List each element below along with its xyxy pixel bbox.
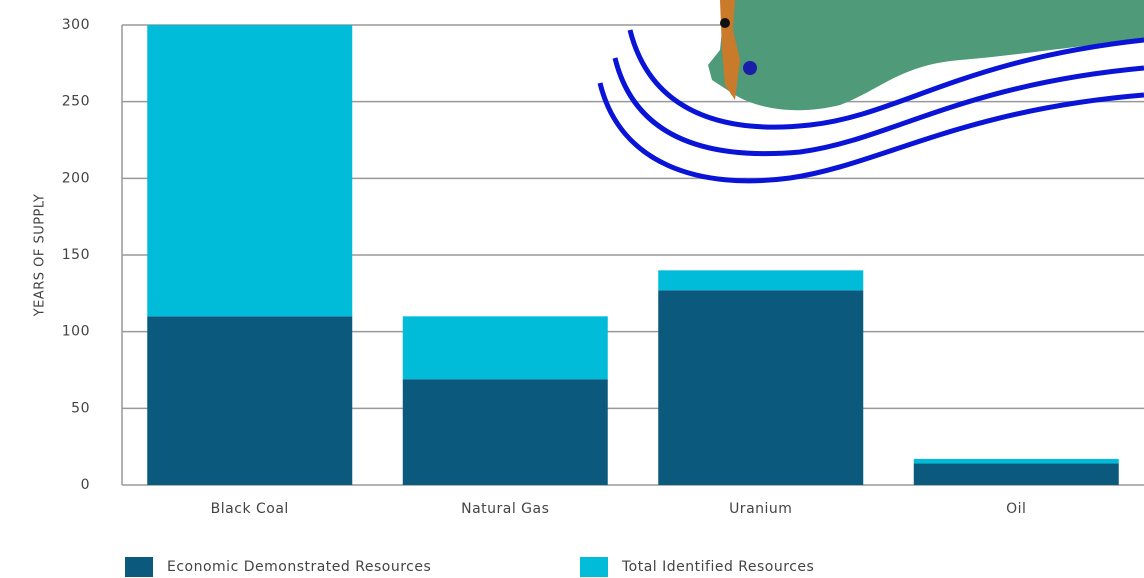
bar-segment [913,458,1119,464]
x-tick-label: Natural Gas [461,501,549,517]
y-tick-label: 100 [62,324,90,340]
legend-label: Total Identified Resources [621,559,814,575]
bar-segment [147,316,353,485]
bar-segment [658,270,864,291]
legend-swatch [580,557,608,577]
y-tick-label: 250 [62,94,90,110]
wave-lines [597,29,1144,184]
x-tick-label: Uranium [729,501,792,517]
bar-segment [147,25,353,317]
y-tick-label: 200 [62,170,90,186]
x-tick-label: Oil [1006,501,1026,517]
bar-segment [402,379,608,485]
y-tick-label: 150 [62,247,90,263]
map-dot [743,61,757,75]
map-shape [708,0,1144,111]
map-overlay [597,0,1144,184]
y-tick-label: 50 [71,400,90,416]
legend-swatch [125,557,153,577]
y-tick-label: 300 [62,17,90,33]
bar-segment [913,463,1119,485]
y-axis-label: YEARS OF SUPPLY [33,194,48,318]
y-tick-label: 0 [81,477,90,493]
legend-label: Economic Demonstrated Resources [167,559,431,575]
map-dot [720,18,730,28]
plot: 0 50 100 150 200 250 300 Black Coal Natural Gas U… [62,17,1144,577]
bar-segment [402,316,608,380]
x-tick-label: Black Coal [211,501,289,517]
bar-segment [658,290,864,485]
